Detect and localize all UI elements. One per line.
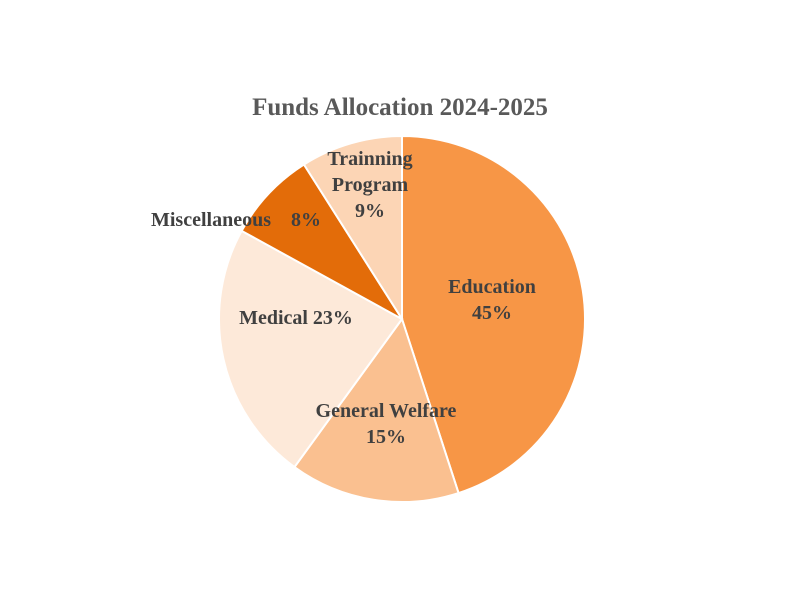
data-label-medical: Medical 23% [239, 307, 353, 329]
data-label-general-welfare: General Welfare 15% [316, 400, 457, 448]
pie-slice-medical [218, 229, 404, 469]
pie-slice-miscellaneous [240, 163, 403, 320]
chart-title: Funds Allocation 2024-2025 [252, 94, 548, 121]
data-label-miscellaneous: Miscellaneous 8% [151, 209, 321, 231]
pie-slice-general-welfare [293, 316, 460, 503]
data-label-trainning-program: Trainning Program 9% [327, 148, 412, 222]
pie-slice-education [401, 134, 586, 495]
data-label-education: Education 45% [448, 276, 536, 324]
pie-slice-trainning-program [302, 134, 403, 323]
